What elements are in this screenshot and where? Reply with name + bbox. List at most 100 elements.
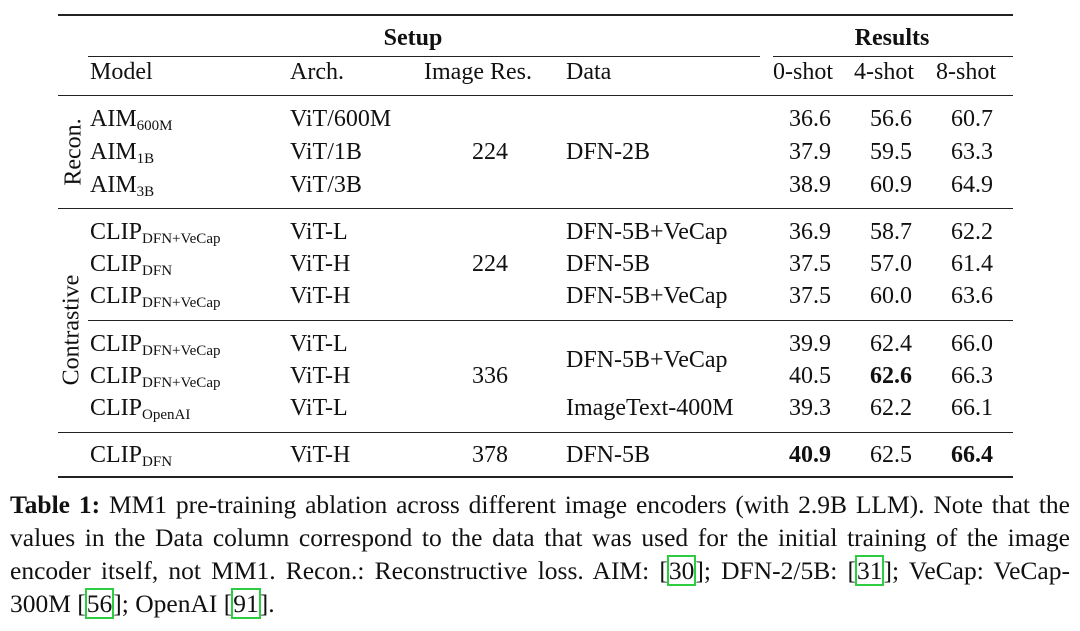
model-name: CLIP [90, 283, 143, 309]
model-subscript: DFN+VeCap [142, 295, 221, 311]
model-subscript: 1B [136, 151, 155, 167]
model-cell: CLIPDFN+VeCap [90, 330, 221, 359]
caption-text: ]; OpenAI [ [113, 589, 233, 618]
model-cell: CLIPDFN [90, 250, 172, 279]
image-res: 378 [472, 442, 508, 468]
rule [58, 14, 1013, 16]
model-name: CLIP [90, 219, 143, 245]
arch-cell: ViT-H [290, 283, 351, 309]
score-cell: 63.3 [951, 139, 993, 165]
arch-cell: ViT-H [290, 442, 351, 468]
rule [58, 95, 1013, 96]
caption-text: ]; DFN-2/5B: [ [695, 556, 856, 585]
model-subscript: 3B [136, 184, 155, 200]
model-name: AIM [90, 139, 137, 165]
score-cell: 62.5 [870, 442, 912, 468]
score-cell: 60.7 [951, 106, 993, 132]
column-header: Model [90, 59, 153, 85]
rule [88, 56, 760, 57]
score-cell: 62.2 [951, 219, 993, 245]
score-cell: 66.0 [951, 331, 993, 357]
score-cell: 56.6 [870, 106, 912, 132]
arch-cell: ViT/1B [290, 139, 362, 165]
data-cell: DFN-5B+VeCap [566, 219, 728, 245]
arch-cell: ViT/600M [290, 106, 392, 132]
score-cell: 66.1 [951, 395, 993, 421]
score-cell: 64.9 [951, 172, 993, 198]
column-header: 4-shot [854, 59, 914, 85]
citation: 91 [231, 588, 261, 619]
model-cell: AIM600M [90, 105, 173, 134]
score-cell: 40.9 [789, 442, 831, 468]
caption-label: Table 1: [10, 490, 101, 519]
data-cell: DFN-5B+VeCap [566, 283, 728, 309]
image-res: 224 [472, 139, 508, 165]
column-header: Data [566, 59, 612, 85]
model-subscript: DFN+VeCap [142, 375, 221, 391]
model-name: CLIP [90, 331, 143, 357]
model-subscript: OpenAI [142, 407, 191, 423]
score-cell: 40.5 [789, 363, 831, 389]
score-cell: 39.9 [789, 331, 831, 357]
model-subscript: 600M [136, 118, 173, 134]
citation: 31 [854, 555, 885, 586]
caption: Table 1: MM1 pre-training ablation acros… [10, 488, 1070, 620]
model-name: CLIP [90, 395, 143, 421]
citation: 56 [84, 588, 115, 619]
arch-cell: ViT-L [290, 331, 348, 357]
score-cell: 66.4 [951, 442, 993, 468]
rule [773, 56, 1013, 57]
column-header: Arch. [290, 59, 344, 85]
caption-text: ]. [259, 589, 275, 618]
row-group-label: Contrastive [58, 274, 85, 386]
score-cell: 60.0 [870, 283, 912, 309]
arch-cell: ViT-H [290, 363, 351, 389]
model-name: CLIP [90, 251, 143, 277]
data-cell: DFN-5B+VeCap [566, 347, 728, 373]
column-header: Image Res. [424, 59, 532, 85]
score-cell: 60.9 [870, 172, 912, 198]
model-cell: AIM1B [90, 138, 155, 167]
caption-text: ]; VeCap: VeCap-300M [ [10, 556, 1070, 618]
column-header: 8-shot [936, 59, 996, 85]
model-name: CLIP [90, 442, 143, 468]
score-cell: 57.0 [870, 251, 912, 277]
score-cell: 37.5 [789, 283, 831, 309]
score-cell: 39.3 [789, 395, 831, 421]
model-subscript: DFN+VeCap [142, 343, 221, 359]
score-cell: 61.4 [951, 251, 993, 277]
score-cell: 37.9 [789, 139, 831, 165]
score-cell: 62.4 [870, 331, 912, 357]
rule [58, 432, 1013, 433]
score-cell: 36.6 [789, 106, 831, 132]
model-cell: AIM3B [90, 171, 155, 200]
model-cell: CLIPDFN+VeCap [90, 218, 221, 247]
model-name: CLIP [90, 363, 143, 389]
data-cell: DFN-5B [566, 251, 651, 277]
arch-cell: ViT-H [290, 251, 351, 277]
rule [88, 320, 1013, 321]
model-cell: CLIPOpenAI [90, 394, 191, 423]
score-cell: 63.6 [951, 283, 993, 309]
arch-cell: ViT/3B [290, 172, 362, 198]
group-header: Setup [383, 25, 443, 51]
score-cell: 59.5 [870, 139, 912, 165]
citation: 30 [666, 555, 697, 586]
rule [58, 476, 1013, 478]
model-subscript: DFN+VeCap [142, 231, 221, 247]
model-cell: CLIPDFN+VeCap [90, 282, 221, 311]
rule [58, 208, 1013, 209]
score-cell: 37.5 [789, 251, 831, 277]
score-cell: 62.6 [870, 363, 912, 389]
model-name: AIM [90, 106, 137, 132]
model-subscript: DFN [142, 454, 173, 470]
arch-cell: ViT-L [290, 395, 348, 421]
row-group-label: Recon. [60, 118, 87, 186]
image-res: 336 [472, 363, 508, 389]
model-name: AIM [90, 172, 137, 198]
group-header: Results [854, 25, 930, 51]
model-cell: CLIPDFN+VeCap [90, 362, 221, 391]
score-cell: 62.2 [870, 395, 912, 421]
score-cell: 36.9 [789, 219, 831, 245]
